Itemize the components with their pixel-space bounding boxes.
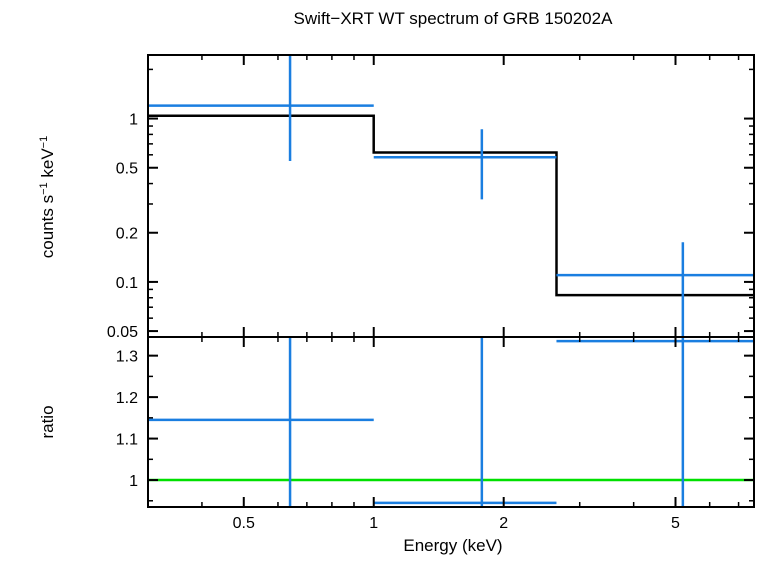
y-tick-label-spectrum-1: 1 [129, 112, 138, 129]
y-axis-label-ratio: ratio [38, 405, 57, 438]
plot-layer: 0.05 0.1 0.2 0.5 1 1 1.1 1.2 1.3 0.5 1 2 5 [107, 54, 755, 532]
plot-frame-ratio [147, 336, 755, 508]
y-axis-label-part-kev: keV [38, 148, 57, 183]
y-tick-label-spectrum-0.05: 0.05 [107, 324, 138, 341]
y-tick-label-spectrum-0.2: 0.2 [116, 226, 138, 243]
y-tick-label-ratio-1: 1 [129, 473, 138, 490]
x-axis-label: Energy (keV) [403, 536, 502, 555]
y-tick-label-spectrum-0.1: 0.1 [116, 275, 138, 292]
x-tick-label-0.5: 0.5 [233, 515, 255, 532]
y-tick-label-ratio-1.2: 1.2 [116, 390, 138, 407]
x-tick-label-1: 1 [369, 515, 378, 532]
y-axis-label-exp1: −1 [38, 182, 50, 195]
y-axis-label-part-counts: counts s [38, 195, 57, 258]
y-tick-label-ratio-1.3: 1.3 [116, 349, 138, 366]
x-tick-label-2: 2 [499, 515, 508, 532]
model-step-line [148, 114, 754, 297]
y-axis-label-spectrum-text: counts s−1 keV−1 [38, 136, 57, 258]
y-axis-label-spectrum: counts s−1 keV−1 [38, 136, 57, 258]
chart-title: Swift−XRT WT spectrum of GRB 150202A [294, 9, 614, 28]
x-tick-label-5: 5 [671, 515, 680, 532]
y-axis-label-ratio-text: ratio [38, 405, 57, 438]
y-axis-label-exp2: −1 [38, 136, 50, 149]
y-tick-label-spectrum-0.5: 0.5 [116, 161, 138, 178]
y-tick-label-ratio-1.1: 1.1 [116, 432, 138, 449]
